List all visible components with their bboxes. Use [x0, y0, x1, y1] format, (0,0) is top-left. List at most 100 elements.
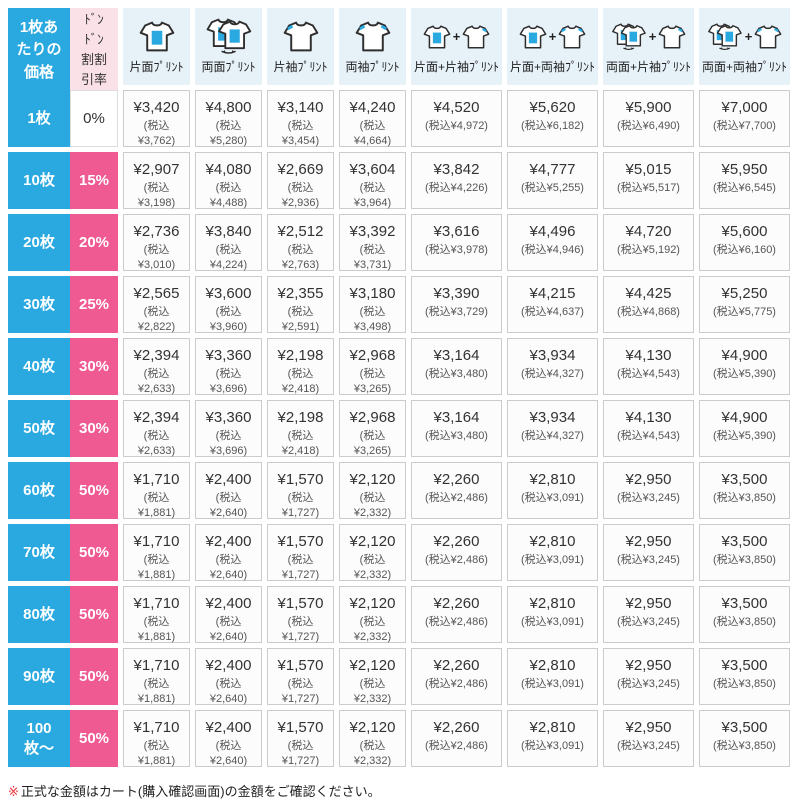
price-cell: ¥4,130 (税込¥4,543)	[603, 338, 694, 395]
tax-included-price: (税込¥2,633)	[137, 429, 176, 458]
table-corner-header: 1枚あたりの価格 ﾄﾞﾝﾄﾞﾝ割割引率	[8, 8, 118, 93]
price-value: ¥1,710	[133, 657, 180, 674]
price-cell: ¥4,720 (税込¥5,192)	[603, 214, 694, 271]
price-cell: ¥3,842 (税込¥4,226)	[411, 152, 502, 209]
tax-included-price: (税込¥3,731)	[353, 243, 392, 272]
quantity-cell: 10枚	[8, 152, 70, 209]
price-cell: ¥2,260 (税込¥2,486)	[411, 462, 502, 519]
price-cell: ¥3,604 (税込¥3,964)	[339, 152, 406, 209]
price-cell: ¥2,120 (税込¥2,332)	[339, 462, 406, 519]
tax-included-price: (税込¥3,480)	[425, 367, 488, 380]
row-label-group: 20枚 20%	[8, 214, 118, 271]
row-label-group: 70枚 50%	[8, 524, 118, 581]
price-value: ¥1,570	[277, 595, 324, 612]
quantity-cell: 30枚	[8, 276, 70, 333]
price-value: ¥2,198	[277, 347, 324, 364]
price-value: ¥2,669	[277, 161, 324, 178]
price-cell: ¥3,500 (税込¥3,850)	[699, 462, 790, 519]
tax-included-price: (税込¥5,192)	[617, 243, 680, 256]
tax-included-price: (税込¥5,390)	[713, 429, 776, 442]
discount-rate-header: ﾄﾞﾝﾄﾞﾝ割割引率	[70, 8, 118, 93]
front-plus-both-sleeves-icon: +	[519, 18, 587, 56]
tax-included-price: (税込¥3,978)	[425, 243, 488, 256]
price-cell: ¥2,736 (税込¥3,010)	[123, 214, 190, 271]
price-value: ¥3,500	[721, 533, 768, 550]
tax-included-price: (税込¥3,245)	[617, 677, 680, 690]
price-cell: ¥2,512 (税込¥2,763)	[267, 214, 334, 271]
column-label: 片面+両袖ﾌﾟﾘﾝﾄ	[509, 59, 595, 74]
tax-included-price: (税込¥4,946)	[521, 243, 584, 256]
quantity-cell: 20枚	[8, 214, 70, 271]
price-value: ¥4,777	[529, 161, 576, 178]
tax-included-price: (税込¥3,960)	[209, 305, 248, 334]
price-value: ¥2,810	[529, 471, 576, 488]
tax-included-price: (税込¥3,091)	[521, 739, 584, 752]
price-value: ¥3,164	[433, 409, 480, 426]
tax-included-price: (税込¥4,226)	[425, 181, 488, 194]
tax-included-price: (税込¥3,480)	[425, 429, 488, 442]
price-cell: ¥4,215 (税込¥4,637)	[507, 276, 598, 333]
price-value: ¥2,120	[349, 471, 396, 488]
price-cell: ¥5,250 (税込¥5,775)	[699, 276, 790, 333]
price-cell: ¥2,260 (税込¥2,486)	[411, 710, 502, 767]
tax-included-price: (税込¥3,696)	[209, 429, 248, 458]
tax-included-price: (税込¥1,727)	[281, 739, 320, 768]
price-cell: ¥1,570 (税込¥1,727)	[267, 710, 334, 767]
price-cell: ¥1,710 (税込¥1,881)	[123, 586, 190, 643]
price-value: ¥2,120	[349, 533, 396, 550]
tax-included-price: (税込¥4,637)	[521, 305, 584, 318]
price-cell: ¥4,900 (税込¥5,390)	[699, 400, 790, 457]
price-value: ¥4,215	[529, 285, 576, 302]
row-label-group: 90枚 50%	[8, 648, 118, 705]
price-cell: ¥2,810 (税込¥3,091)	[507, 710, 598, 767]
price-value: ¥1,710	[133, 533, 180, 550]
plus-icon: +	[452, 29, 461, 45]
price-cell: ¥3,180 (税込¥3,498)	[339, 276, 406, 333]
price-cell: ¥2,968 (税込¥3,265)	[339, 400, 406, 457]
price-cell: ¥3,360 (税込¥3,696)	[195, 338, 262, 395]
row-label-group: 40枚 30%	[8, 338, 118, 395]
column-header-front-plus-one-sleeve: + 片面+片袖ﾌﾟﾘﾝﾄ	[411, 8, 502, 85]
price-value: ¥3,390	[433, 285, 480, 302]
price-value: ¥3,500	[721, 595, 768, 612]
tax-included-price: (税込¥3,850)	[713, 739, 776, 752]
price-cell: ¥3,140 (税込¥3,454)	[267, 90, 334, 147]
discount-rate-cell: 50%	[70, 648, 118, 705]
price-cell: ¥5,620 (税込¥6,182)	[507, 90, 598, 147]
price-cell: ¥2,810 (税込¥3,091)	[507, 586, 598, 643]
price-cell: ¥1,710 (税込¥1,881)	[123, 462, 190, 519]
price-value: ¥4,130	[625, 347, 672, 364]
tax-included-price: (税込¥3,091)	[521, 615, 584, 628]
price-cell: ¥2,120 (税込¥2,332)	[339, 586, 406, 643]
footer-note: ※ 正式な金額はカート(購入確認画面)の金額をご確認ください。	[8, 781, 800, 800]
price-value: ¥2,400	[205, 471, 252, 488]
tax-included-price: (税込¥2,640)	[209, 615, 248, 644]
price-per-piece-header: 1枚あたりの価格	[8, 8, 70, 93]
price-cell: ¥2,400 (税込¥2,640)	[195, 462, 262, 519]
price-cell: ¥3,420 (税込¥3,762)	[123, 90, 190, 147]
price-value: ¥2,736	[133, 223, 180, 240]
tax-included-price: (税込¥3,265)	[353, 367, 392, 396]
price-cell: ¥3,934 (税込¥4,327)	[507, 400, 598, 457]
one-sleeve-print-shirt-icon	[283, 18, 319, 56]
price-cell: ¥2,669 (税込¥2,936)	[267, 152, 334, 209]
column-header-double-sided-print: 両面ﾌﾟﾘﾝﾄ	[195, 8, 262, 85]
quantity-cell: 80枚	[8, 586, 70, 643]
price-cell: ¥2,907 (税込¥3,198)	[123, 152, 190, 209]
price-cell: ¥4,425 (税込¥4,868)	[603, 276, 694, 333]
price-cell: ¥2,810 (税込¥3,091)	[507, 648, 598, 705]
tax-included-price: (税込¥3,245)	[617, 739, 680, 752]
price-value: ¥3,164	[433, 347, 480, 364]
column-label: 片面ﾌﾟﾘﾝﾄ	[129, 59, 184, 74]
price-cell: ¥2,950 (税込¥3,245)	[603, 710, 694, 767]
price-cell: ¥1,710 (税込¥1,881)	[123, 524, 190, 581]
column-header-double-plus-one-sleeve: + 両面+片袖ﾌﾟﾘﾝﾄ	[603, 8, 694, 85]
price-value: ¥2,565	[133, 285, 180, 302]
price-value: ¥2,260	[433, 533, 480, 550]
column-label: 両面+片袖ﾌﾟﾘﾝﾄ	[605, 59, 691, 74]
price-value: ¥2,968	[349, 409, 396, 426]
price-table: 1枚あたりの価格 ﾄﾞﾝﾄﾞﾝ割割引率 片面ﾌﾟﾘﾝﾄ 両面ﾌﾟﾘﾝﾄ 片袖ﾌﾟ…	[8, 8, 792, 767]
price-value: ¥2,950	[625, 533, 672, 550]
tax-included-price: (税込¥3,265)	[353, 429, 392, 458]
tax-included-price: (税込¥2,591)	[281, 305, 320, 334]
